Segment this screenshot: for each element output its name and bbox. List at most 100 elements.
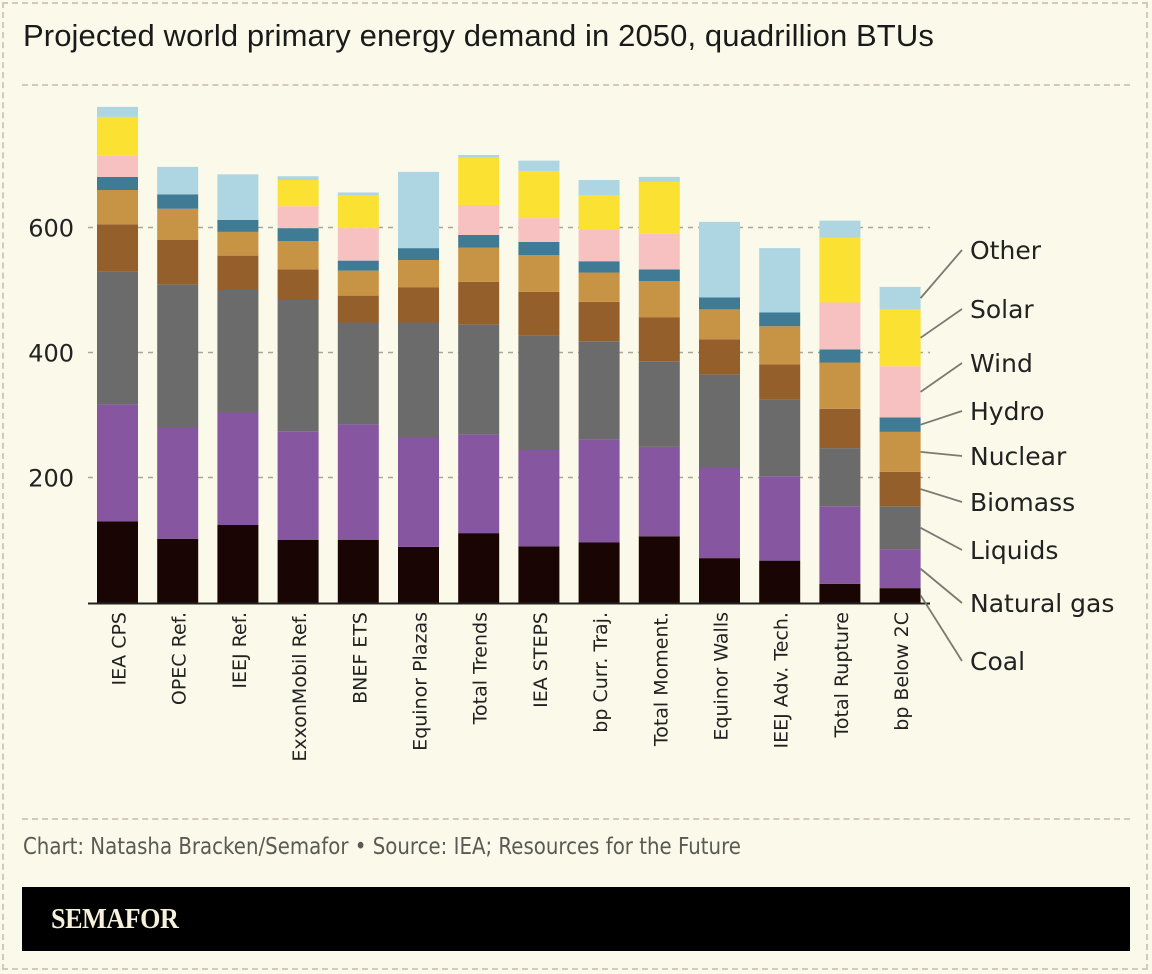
bar-segment-other [699,221,740,298]
bar-segment-nuclear [518,255,560,292]
bar-segment-other [759,248,801,313]
bar-segment-biomass [398,287,439,323]
bar-segment-wind [819,302,861,350]
bar-segment-hydro [879,417,921,432]
bar-segment-hydro [97,176,138,190]
legend-leader-line [920,410,963,426]
legend-leader-line [920,568,963,604]
bar-segment-coal [578,542,620,603]
y-tick-label: 200 [28,465,74,493]
bar-group [819,220,861,603]
legend-leader-line [920,308,963,339]
bar-segment-nuclear [819,362,861,409]
y-tick-label: 600 [28,215,74,243]
bar-segment-coal [157,538,199,603]
bar-segment-other [638,176,680,182]
x-tick-label: ExxonMobil Ref. [289,612,311,762]
semafor-logo: SEMAFOR [51,903,179,935]
bar-segment-natural-gas [759,476,801,561]
bar-segment-hydro [337,260,379,271]
bar-segment-biomass [217,255,259,290]
bar-segment-liquids [759,399,801,477]
legend-label-biomass: Biomass [970,488,1075,517]
bar-group [699,221,740,603]
bar-segment-nuclear [97,190,138,225]
bar-segment-hydro [638,269,680,282]
bar-segment-other [217,174,259,220]
bar-segment-other [157,166,199,195]
bar-segment-hydro [277,228,319,242]
legend-leader-line [920,362,963,393]
bar-segment-liquids [217,290,259,413]
bar-segment-nuclear [337,270,379,296]
bar-segment-solar [879,309,921,367]
bar-segment-biomass [97,224,138,272]
bar-segment-solar [819,237,861,303]
bar-segment-coal [879,588,921,603]
bar-segment-natural-gas [638,446,680,537]
legend: Coal Natural gas Liquids Biomass Nuclear Hydr… [919,236,1114,676]
bar-segment-liquids [578,341,620,440]
bar-segment-nuclear [879,431,921,472]
bars [97,106,921,603]
bar-segment-nuclear [398,260,439,288]
bar-segment-liquids [699,374,740,468]
bar-segment-nuclear [759,326,801,365]
bar-group [277,176,319,603]
bar-segment-nuclear [217,231,259,256]
bar-segment-liquids [398,322,439,438]
legend-label-natural-gas: Natural gas [970,589,1114,618]
bar-segment-liquids [638,361,680,447]
bar-segment-solar [578,195,620,230]
bar-segment-coal [759,560,801,603]
bar-segment-wind [458,205,500,235]
legend-label-coal: Coal [970,647,1025,676]
bar-segment-other [97,106,138,117]
footer-divider [22,818,1130,820]
bar-segment-solar [638,181,680,234]
bar-segment-hydro [699,297,740,310]
bar-segment-natural-gas [157,427,199,539]
x-tick-label: Total Rupture [831,612,853,738]
bar-segment-liquids [458,324,500,435]
bar-segment-wind [337,228,379,261]
bar-segment-hydro [759,312,801,327]
bar-segment-coal [217,525,259,603]
x-tick-label: Total Moment. [650,612,672,747]
bar-segment-coal [398,546,439,603]
legend-leader-line [920,450,963,457]
bar-segment-hydro [518,241,560,255]
bar-segment-biomass [458,281,500,325]
bar-segment-biomass [277,269,319,300]
bar-group [518,160,560,603]
bar-segment-other [819,220,861,238]
bar-segment-solar [518,171,560,219]
x-tick-label: IEEJ Adv. Tech. [771,612,793,748]
bar-segment-coal [277,540,319,603]
title-divider [22,84,1130,86]
bar-segment-hydro [398,248,439,260]
bar-segment-wind [879,366,921,418]
legend-label-hydro: Hydro [970,397,1045,426]
bar-segment-hydro [217,220,259,232]
bar-group [879,286,921,603]
bar-segment-natural-gas [398,437,439,547]
legend-leader-line [919,249,963,299]
bar-group [578,180,620,603]
bar-segment-other [277,176,319,180]
bar-group [217,174,259,603]
bar-segment-nuclear [458,247,500,282]
bar-segment-liquids [157,284,199,428]
bar-segment-other [879,286,921,310]
x-tick-label: OPEC Ref. [169,612,191,705]
bar-segment-biomass [578,301,620,342]
chart-credit: Chart: Natasha Bracken/Semafor • Source:… [23,834,741,860]
bar-segment-coal [638,536,680,603]
x-tick-label: BNEF ETS [349,612,371,704]
bar-segment-other [337,192,379,195]
bar-segment-natural-gas [699,467,740,559]
bar-segment-liquids [277,300,319,432]
bar-segment-coal [518,546,560,603]
bar-segment-solar [337,195,379,229]
bar-segment-biomass [879,471,921,507]
